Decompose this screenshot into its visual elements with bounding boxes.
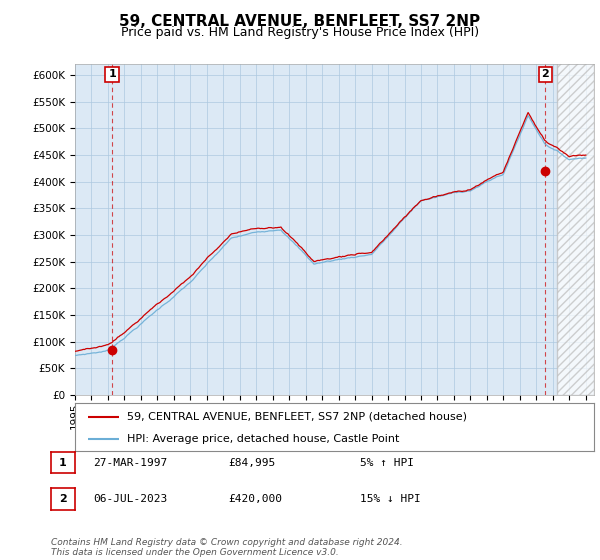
- Text: 15% ↓ HPI: 15% ↓ HPI: [360, 494, 421, 504]
- Text: 1: 1: [108, 69, 116, 80]
- Text: HPI: Average price, detached house, Castle Point: HPI: Average price, detached house, Cast…: [127, 434, 399, 444]
- Text: £420,000: £420,000: [228, 494, 282, 504]
- Text: 59, CENTRAL AVENUE, BENFLEET, SS7 2NP (detached house): 59, CENTRAL AVENUE, BENFLEET, SS7 2NP (d…: [127, 412, 467, 422]
- Text: 2: 2: [542, 69, 549, 80]
- Text: 06-JUL-2023: 06-JUL-2023: [93, 494, 167, 504]
- Text: Contains HM Land Registry data © Crown copyright and database right 2024.
This d: Contains HM Land Registry data © Crown c…: [51, 538, 403, 557]
- Text: 1: 1: [59, 458, 67, 468]
- Text: 2: 2: [59, 494, 67, 504]
- Text: 5% ↑ HPI: 5% ↑ HPI: [360, 458, 414, 468]
- Text: 59, CENTRAL AVENUE, BENFLEET, SS7 2NP: 59, CENTRAL AVENUE, BENFLEET, SS7 2NP: [119, 14, 481, 29]
- Text: 27-MAR-1997: 27-MAR-1997: [93, 458, 167, 468]
- Text: £84,995: £84,995: [228, 458, 275, 468]
- Text: Price paid vs. HM Land Registry's House Price Index (HPI): Price paid vs. HM Land Registry's House …: [121, 26, 479, 39]
